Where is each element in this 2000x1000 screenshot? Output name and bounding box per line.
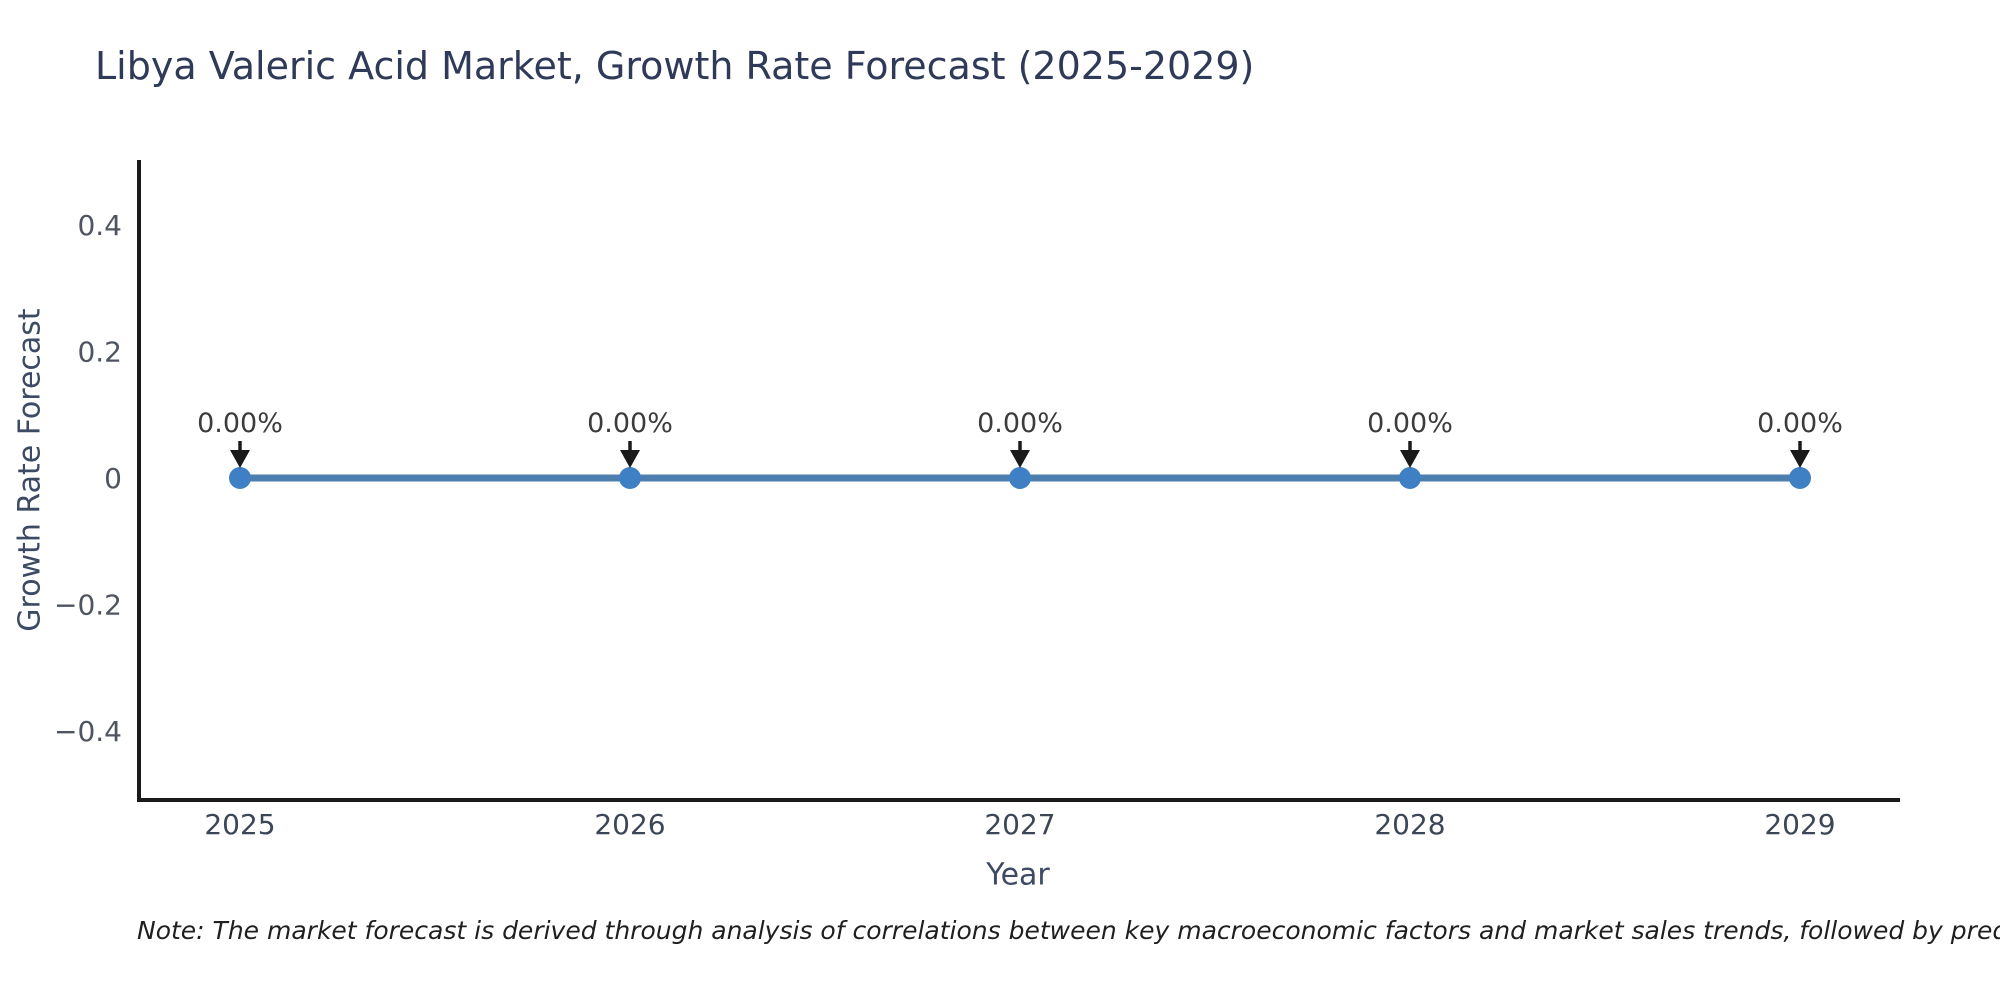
annotation-arrow-head: [620, 450, 640, 468]
annotation-arrow-head: [230, 450, 250, 468]
x-tick-label: 2026: [594, 808, 665, 841]
x-tick-label: 2025: [204, 808, 275, 841]
data-point-marker: [229, 467, 251, 489]
x-tick-labels: 2025 2026 2027 2028 2029: [204, 808, 1835, 841]
footnote: Note: The market forecast is derived thr…: [137, 916, 2000, 945]
data-series: [229, 467, 1811, 489]
data-point-marker: [1789, 467, 1811, 489]
y-tick-label: −0.2: [54, 589, 122, 622]
y-tick-label: −0.4: [54, 715, 122, 748]
data-point-marker: [1399, 467, 1421, 489]
annotation-label: 0.00%: [1757, 408, 1843, 439]
y-tick-label: 0: [104, 462, 122, 495]
annotation-arrow-head: [1400, 450, 1420, 468]
data-point-marker: [1009, 467, 1031, 489]
chart-title: Libya Valeric Acid Market, Growth Rate F…: [95, 44, 1255, 88]
x-axis-title: Year: [986, 857, 1050, 893]
y-tick-label: 0.2: [77, 336, 122, 369]
annotation-arrow-head: [1790, 450, 1810, 468]
point-annotations: 0.00% 0.00% 0.00% 0.00% 0.00%: [197, 408, 1843, 468]
annotation-arrow-head: [1010, 450, 1030, 468]
x-tick-label: 2029: [1764, 808, 1835, 841]
annotation-label: 0.00%: [197, 408, 283, 439]
annotation-label: 0.00%: [1367, 408, 1453, 439]
data-point-marker: [619, 467, 641, 489]
annotation-label: 0.00%: [977, 408, 1063, 439]
x-tick-label: 2028: [1374, 808, 1445, 841]
annotation-label: 0.00%: [587, 408, 673, 439]
y-tick-labels: −0.4 −0.2 0 0.2 0.4: [54, 209, 122, 748]
y-tick-label: 0.4: [77, 209, 122, 242]
x-tick-label: 2027: [984, 808, 1055, 841]
